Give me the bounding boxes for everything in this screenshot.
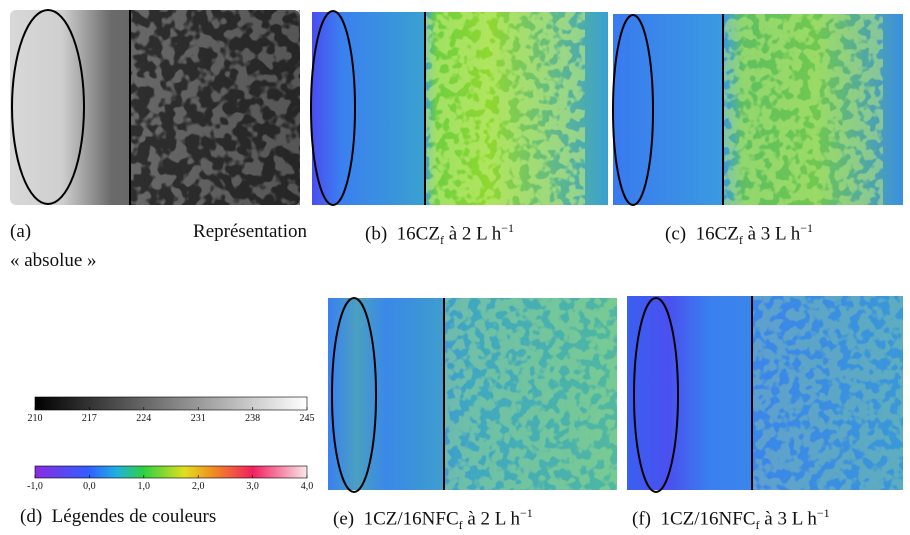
caption-d: (d) Légendes de couleurs (20, 506, 216, 528)
legend-tick-label: 217 (82, 413, 97, 424)
caption-text: 1CZ/16NFC (660, 508, 756, 530)
panel-f (627, 296, 903, 493)
caption-label: (e) (333, 508, 355, 530)
legend-tick-label: 238 (245, 413, 260, 424)
caption-label: (d) (20, 506, 43, 527)
caption-text: Légendes de couleurs (51, 506, 217, 527)
legend-tick-label: 224 (136, 413, 151, 424)
legend-tick-label: 245 (300, 413, 315, 424)
caption-rest: à 2 L h (448, 223, 502, 245)
caption-label: (f) (632, 508, 651, 530)
caption-a-label: (a) (10, 221, 32, 242)
caption-a-text: Représentation (193, 221, 307, 242)
panel-a (10, 9, 300, 205)
panel-b (310, 10, 608, 206)
legend-tick-label: 1,0 (138, 481, 151, 492)
legend-tick-label: 2,0 (192, 481, 205, 492)
caption-label: (c) (665, 223, 687, 245)
color-legends: 210 217 224 231 238 245 -1,0 0,0 1,0 2,0 3,0 4,0 (27, 396, 315, 492)
legend-tick-label: 210 (28, 413, 43, 424)
caption-rest: à 3 L h (747, 223, 801, 245)
caption-sup: −1 (800, 221, 813, 235)
legend-tick-label: 4,0 (301, 481, 314, 492)
caption-sub: f (755, 518, 760, 533)
caption-c: (c) 16CZf à 3 L h−1 (665, 221, 813, 248)
legend-tick-label: 231 (191, 413, 206, 424)
caption-e: (e) 1CZ/16NFCf à 2 L h−1 (333, 506, 533, 533)
caption-sup: −1 (519, 506, 533, 520)
caption-label: (b) (365, 223, 388, 245)
caption-rest: à 3 L h (764, 508, 817, 530)
caption-text: 16CZ (396, 223, 440, 245)
panel-e (328, 297, 617, 493)
caption-text: 16CZ (695, 223, 739, 245)
panel-c (612, 14, 903, 206)
legend-tick-label: 0,0 (83, 481, 96, 492)
caption-sub: f (738, 233, 743, 248)
caption-text: 1CZ/16NFC (363, 508, 459, 530)
caption-sup: −1 (501, 221, 515, 235)
caption-sub: f (458, 518, 463, 533)
caption-sub: f (439, 233, 444, 248)
caption-sup: −1 (816, 506, 830, 520)
caption-rest: à 2 L h (467, 508, 520, 530)
caption-f: (f) 1CZ/16NFCf à 3 L h−1 (632, 506, 830, 533)
caption-a-line2: « absolue » (10, 250, 97, 271)
legend-tick-label: 3,0 (246, 481, 259, 492)
legend-tick-label: -1,0 (27, 481, 43, 492)
caption-b: (b) 16CZf à 2 L h−1 (365, 221, 514, 248)
